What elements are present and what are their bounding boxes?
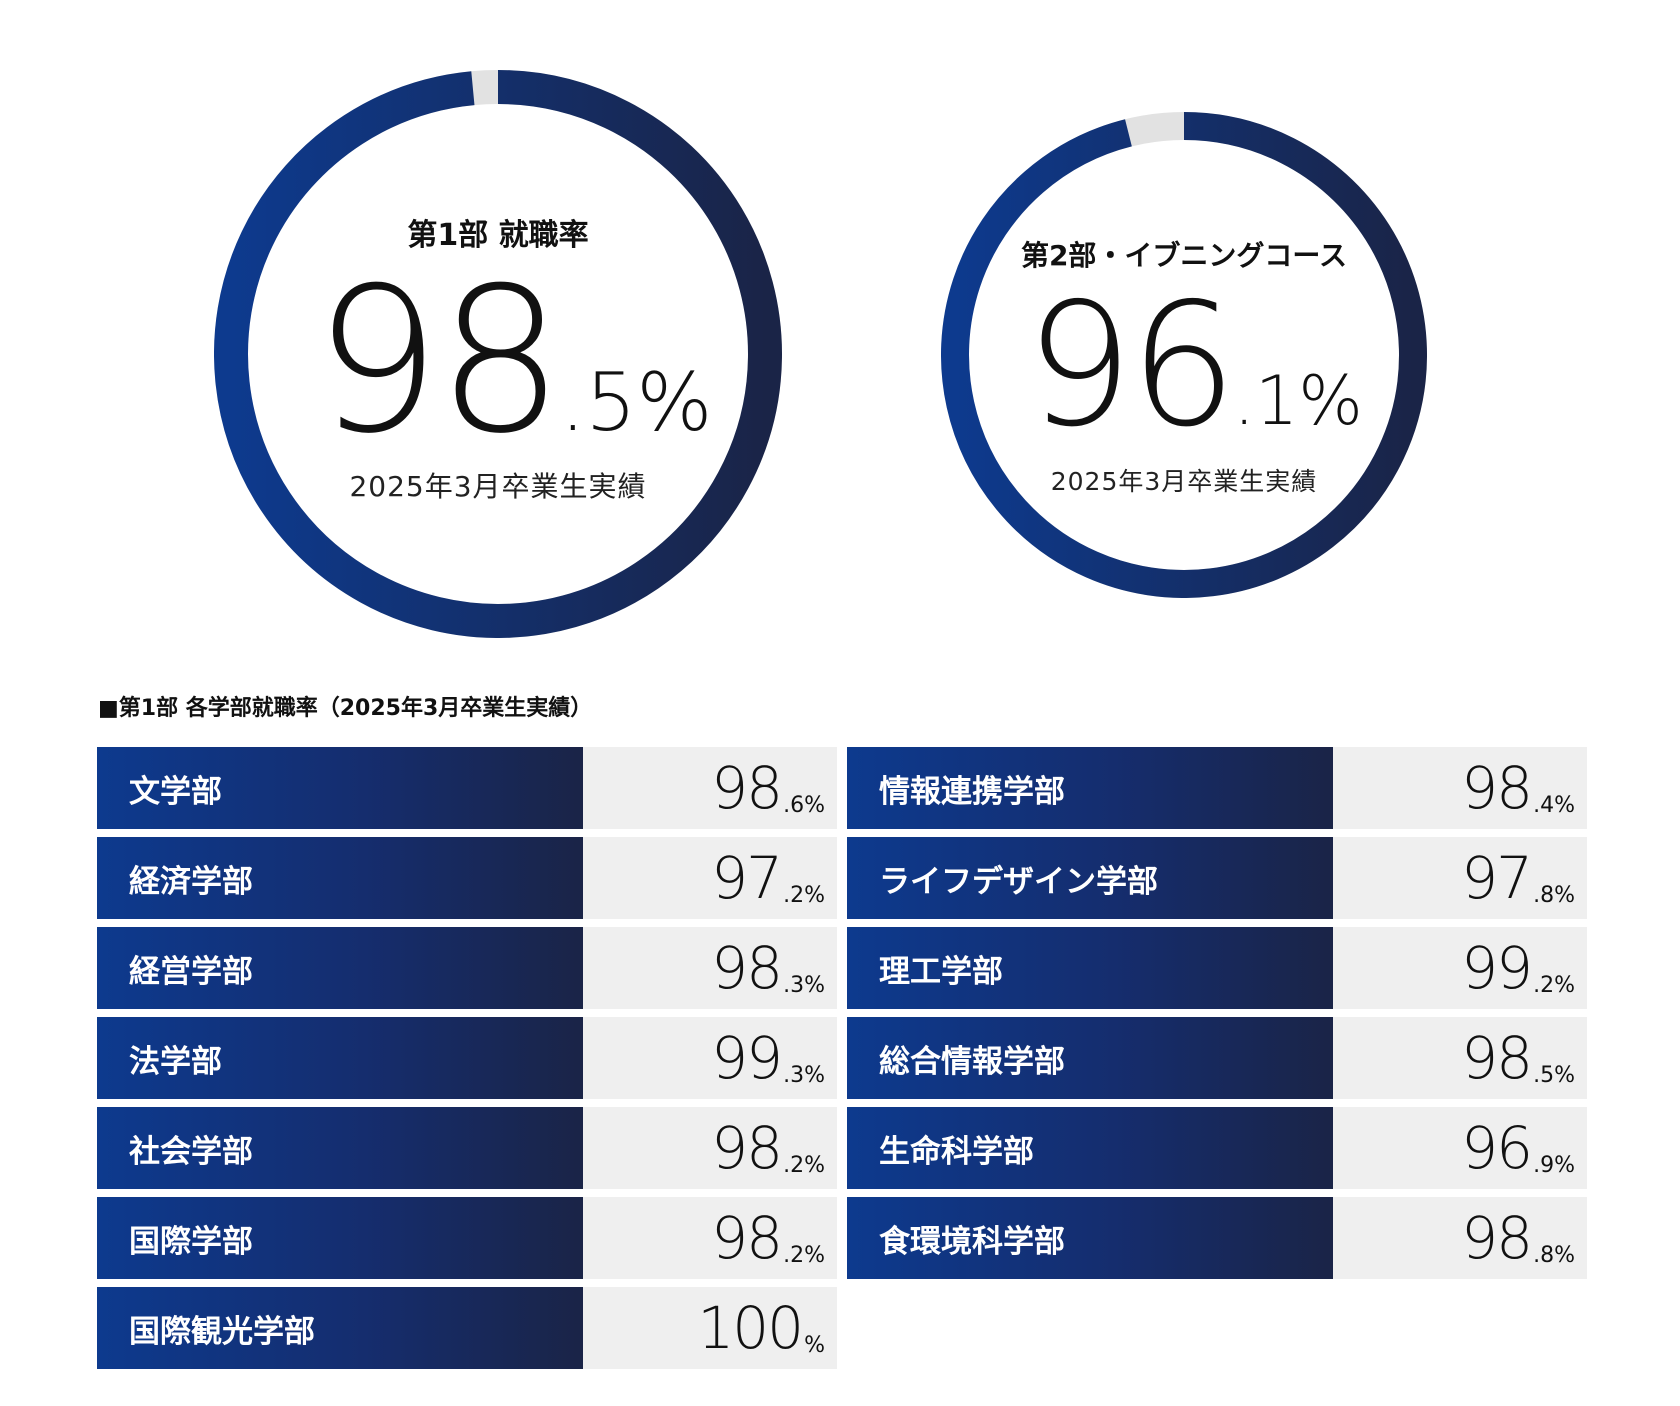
faculty-rate-dec: .8% [1533,883,1575,908]
faculty-rate-dec: .5% [1533,1063,1575,1088]
donut-value-dec: .1% [1233,362,1363,441]
faculty-rate-int: 98 [711,1114,783,1182]
faculty-row: 国際学部 98.2% [97,1197,837,1279]
faculty-rate: 98.2% [583,1197,837,1279]
faculty-name: ライフデザイン学部 [847,837,1333,919]
faculty-rate: 96.9% [1333,1107,1587,1189]
faculty-row: 総合情報学部 98.5% [847,1017,1587,1099]
faculty-name: 経済学部 [97,837,583,919]
donut-ring [941,112,1427,598]
faculty-name: 経営学部 [97,927,583,1009]
faculty-rate-dec: .2% [1533,973,1575,998]
faculty-name: 食環境科学部 [847,1197,1333,1279]
faculty-name: 法学部 [97,1017,583,1099]
faculty-name: 生命科学部 [847,1107,1333,1189]
faculty-row: 理工学部 99.2% [847,927,1587,1009]
donut-filled-segment [214,70,782,638]
donut-filled-segment [941,112,1427,598]
faculty-rate-dec: % [804,1333,825,1358]
faculty-rate-int: 98 [711,1204,783,1272]
faculty-rate: 100% [583,1287,837,1369]
faculty-rate: 97.8% [1333,837,1587,919]
faculty-rate-int: 98 [1461,754,1533,822]
faculty-rate: 99.2% [1333,927,1587,1009]
faculty-row: 生命科学部 96.9% [847,1107,1587,1189]
faculty-rate-dec: .2% [783,1243,825,1268]
faculty-rate-int: 98 [711,934,783,1002]
faculty-rate-dec: .2% [783,883,825,908]
faculty-row: 経営学部 98.3% [97,927,837,1009]
faculty-rate: 98.3% [583,927,837,1009]
faculty-rate: 98.8% [1333,1197,1587,1279]
faculty-rate-dec: .3% [783,1063,825,1088]
faculty-name: 国際学部 [97,1197,583,1279]
faculty-rate-int: 96 [1461,1114,1533,1182]
faculty-rate: 98.5% [1333,1017,1587,1099]
faculty-row: ライフデザイン学部 97.8% [847,837,1587,919]
faculty-rate-dec: .8% [1533,1243,1575,1268]
faculty-rate-int: 99 [1461,934,1533,1002]
donut-chart-first-division: 第1部 就職率 98.5% 2025年3月卒業生実績 [214,70,782,638]
faculty-row: 法学部 99.3% [97,1017,837,1099]
faculty-rate: 98.4% [1333,747,1587,829]
faculty-rate-dec: .6% [783,793,825,818]
faculty-row: 社会学部 98.2% [97,1107,837,1189]
faculty-row: 文学部 98.6% [97,747,837,829]
donut-value-int: 98 [313,245,564,478]
faculty-row: 食環境科学部 98.8% [847,1197,1587,1279]
faculty-name: 総合情報学部 [847,1017,1333,1099]
donut-value-int: 96 [1025,267,1237,465]
faculty-rate: 97.2% [583,837,837,919]
donut-value-dec: .5% [560,356,713,449]
faculty-rate-int: 98 [1461,1024,1533,1092]
donut-value: 96.1% [941,267,1427,465]
faculty-rate: 99.3% [583,1017,837,1099]
faculty-rate-int: 97 [1461,844,1533,912]
faculty-rate-int: 99 [711,1024,783,1092]
faculty-list-right: 情報連携学部 98.4% ライフデザイン学部 97.8% 理工学部 99.2% 総合情報学部… [847,747,1587,1287]
faculty-row: 情報連携学部 98.4% [847,747,1587,829]
faculty-rate-dec: .2% [783,1153,825,1178]
faculty-list-left: 文学部 98.6% 経済学部 97.2% 経営学部 98.3% 法学部 99.3% 社会学部 98… [97,747,837,1377]
faculty-row: 経済学部 97.2% [97,837,837,919]
table-heading: ■第1部 各学部就職率（2025年3月卒業生実績） [98,696,593,721]
faculty-name: 情報連携学部 [847,747,1333,829]
donut-title: 第1部 就職率 [407,218,589,253]
faculty-name: 文学部 [97,747,583,829]
faculty-rate-int: 98 [1461,1204,1533,1272]
donut-value: 98.5% [214,245,782,478]
donut-note: 2025年3月卒業生実績 [349,470,647,503]
faculty-rate: 98.6% [583,747,837,829]
donut-title: 第2部・イブニングコース [1020,239,1348,272]
donut-note: 2025年3月卒業生実績 [1050,467,1318,496]
faculty-rate-dec: .4% [1533,793,1575,818]
faculty-rate-dec: .3% [783,973,825,998]
faculty-rate-int: 97 [711,844,783,912]
faculty-row: 国際観光学部 100% [97,1287,837,1369]
faculty-name: 理工学部 [847,927,1333,1009]
faculty-rate: 98.2% [583,1107,837,1189]
faculty-name: 社会学部 [97,1107,583,1189]
faculty-rate-int: 100 [697,1294,804,1362]
faculty-name: 国際観光学部 [97,1287,583,1369]
donut-chart-second-division: 第2部・イブニングコース 96.1% 2025年3月卒業生実績 [941,112,1427,598]
faculty-rate-int: 98 [711,754,783,822]
donut-ring [214,70,782,638]
faculty-rate-dec: .9% [1533,1153,1575,1178]
